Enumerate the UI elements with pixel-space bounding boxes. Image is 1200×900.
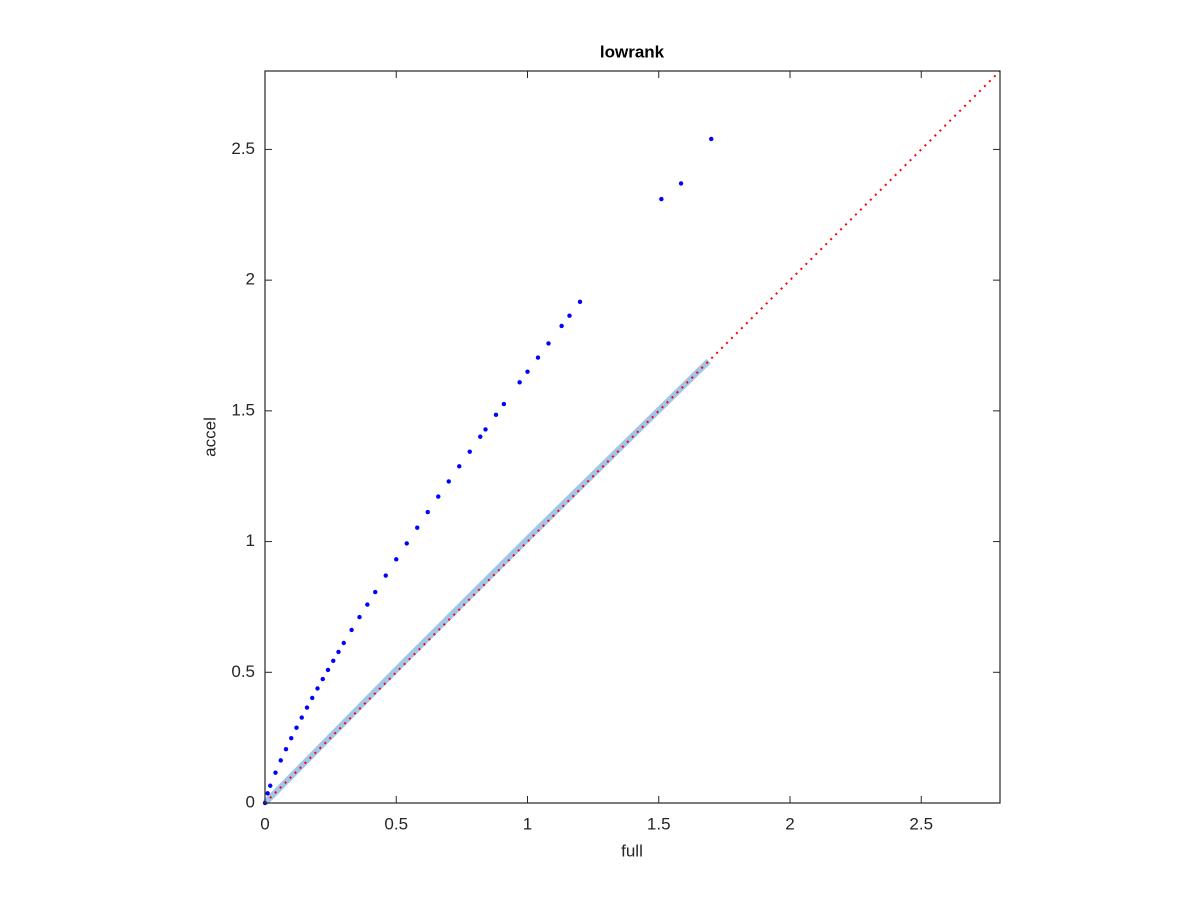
data-point: [357, 614, 362, 620]
data-point: [299, 715, 304, 720]
y-tick-label: 1.5: [231, 400, 255, 419]
x-tick-label: 0.5: [384, 814, 408, 833]
data-point: [278, 758, 283, 763]
x-tick-label: 2: [785, 814, 794, 833]
data-point: [273, 770, 278, 775]
data-point: [493, 412, 499, 417]
data-point: [268, 783, 273, 788]
data-point: [320, 676, 325, 682]
data-point: [678, 181, 684, 186]
x-tick-label: 1.5: [647, 814, 671, 833]
data-point: [659, 196, 664, 202]
y-tick-label: 1: [246, 531, 255, 550]
data-point: [289, 735, 294, 741]
data-point: [483, 427, 488, 432]
data-point: [404, 541, 409, 546]
data-point: [436, 494, 441, 499]
x-axis-label: full: [621, 841, 643, 860]
data-point: [304, 705, 310, 710]
data-point: [467, 449, 472, 454]
data-point: [315, 686, 320, 691]
data-point: [577, 299, 583, 305]
axes-box: [264, 70, 1001, 804]
data-point: [336, 649, 341, 655]
x-tick-label: 1: [523, 814, 532, 833]
chart-title: lowrank: [600, 42, 665, 61]
data-point: [457, 464, 462, 469]
x-tick-label: 0: [260, 814, 269, 833]
data-point: [265, 791, 270, 796]
y-tick-label: 2.5: [231, 139, 255, 158]
y-tick-label: 2: [246, 270, 255, 289]
data-point: [525, 369, 530, 374]
reference-line: [264, 70, 1001, 804]
y-tick-label: 0.5: [231, 662, 255, 681]
data-point: [283, 746, 289, 752]
data-point: [425, 509, 430, 515]
data-point: [373, 589, 378, 595]
data-point: [501, 401, 507, 407]
x-tick-label: 2.5: [909, 814, 933, 833]
data-point: [446, 479, 451, 484]
data-point: [349, 627, 354, 633]
data-point: [383, 573, 388, 578]
data-point: [709, 136, 714, 142]
band-line: [262, 359, 711, 806]
data-point: [478, 434, 483, 439]
data-point: [331, 658, 336, 663]
data-point: [535, 355, 541, 360]
data-point: [341, 640, 346, 646]
data-point: [294, 725, 299, 730]
y-axis-label: accel: [200, 417, 219, 457]
data-point: [559, 323, 564, 329]
data-point: [325, 667, 331, 673]
data-point: [546, 341, 551, 346]
data-point: [415, 525, 420, 530]
data-point: [517, 380, 522, 385]
data-point: [365, 602, 370, 607]
data-point: [310, 695, 315, 701]
y-tick-label: 0: [246, 792, 255, 811]
data-point: [567, 313, 572, 318]
data-point: [394, 557, 399, 562]
